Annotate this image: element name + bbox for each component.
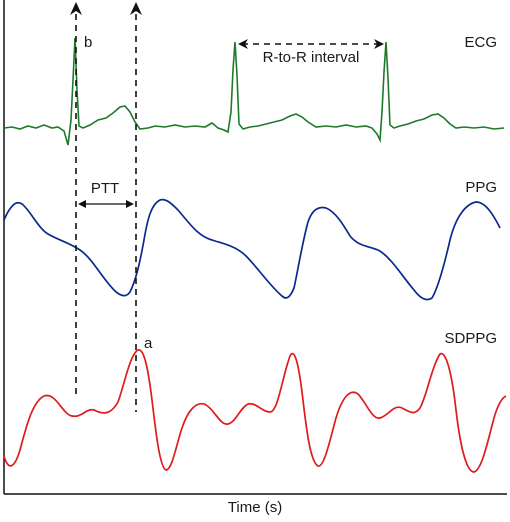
rr-arrowhead-right [374,39,384,49]
ecg-point-b-label: b [84,34,92,51]
r-peak-arrowhead [70,2,82,15]
rr-interval-label: R-to-R interval [263,49,360,66]
sdppg-trace [3,349,507,473]
sdppg-label: SDPPG [444,330,497,347]
sdppg-a-arrowhead [130,2,142,15]
ecg-trace [3,37,505,146]
ptt-label: PTT [91,180,119,197]
ppg-trace [3,198,501,301]
rr-arrowhead-left [238,39,248,49]
ptt-arrowhead-left [78,200,86,208]
ecg-label: ECG [464,34,497,51]
ptt-arrowhead-right [126,200,134,208]
x-axis-label: Time (s) [228,499,282,516]
sdppg-point-a-label: a [144,335,153,352]
ppg-label: PPG [465,179,497,196]
